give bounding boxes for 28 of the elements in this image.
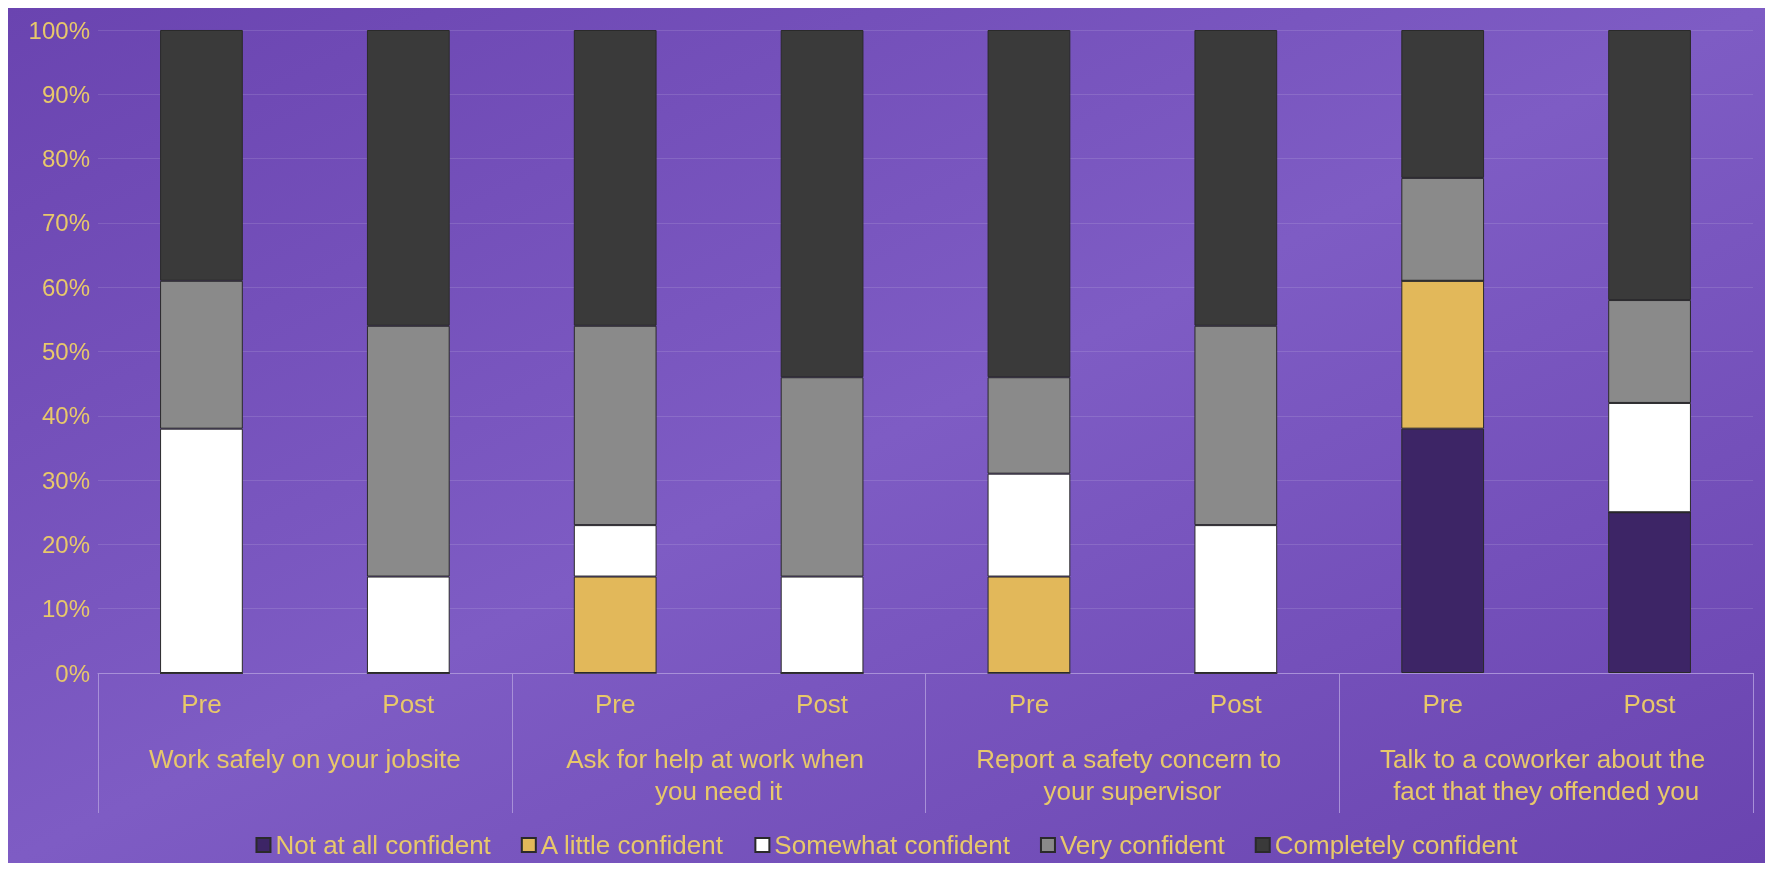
legend-label: Very confident <box>1059 830 1226 860</box>
text: Ask for help at work when you need it <box>566 744 872 806</box>
y-tick-label: 60% <box>41 273 90 301</box>
y-tick-label: 30% <box>41 466 90 494</box>
text: Report a safety concern to your supervisor <box>976 744 1289 806</box>
x-tick-label: Post <box>1623 689 1677 719</box>
x-tick-label: Pre <box>1008 689 1050 719</box>
text: Talk to a coworker about the fact that they offended you <box>1379 744 1713 806</box>
legend-label: A little confident <box>540 830 724 860</box>
legend-label: Not at all confident <box>275 830 492 860</box>
y-tick-label: 70% <box>41 209 90 237</box>
x-tick-label: Pre <box>181 689 222 719</box>
legend-label: Completely confident <box>1274 830 1519 860</box>
x-tick-label: Pre <box>1422 689 1463 719</box>
y-tick-label: 0% <box>55 659 90 687</box>
y-tick-label: 20% <box>41 530 90 558</box>
y-tick-label: 90% <box>41 80 90 108</box>
y-tick-label: 10% <box>41 595 90 623</box>
x-tick-label: Post <box>1209 689 1263 719</box>
x-tick-label: Post <box>382 689 436 719</box>
y-tick-label: 80% <box>41 145 90 173</box>
x-tick-label: Post <box>796 689 849 719</box>
y-tick-label: 40% <box>41 402 90 430</box>
legend-label: Somewhat confident <box>774 830 1011 860</box>
y-tick-label: 100% <box>28 16 90 44</box>
y-tick-label: 50% <box>41 338 90 365</box>
x-tick-label: Pre <box>594 689 636 719</box>
text: Work safely on your jobsite <box>149 744 461 774</box>
